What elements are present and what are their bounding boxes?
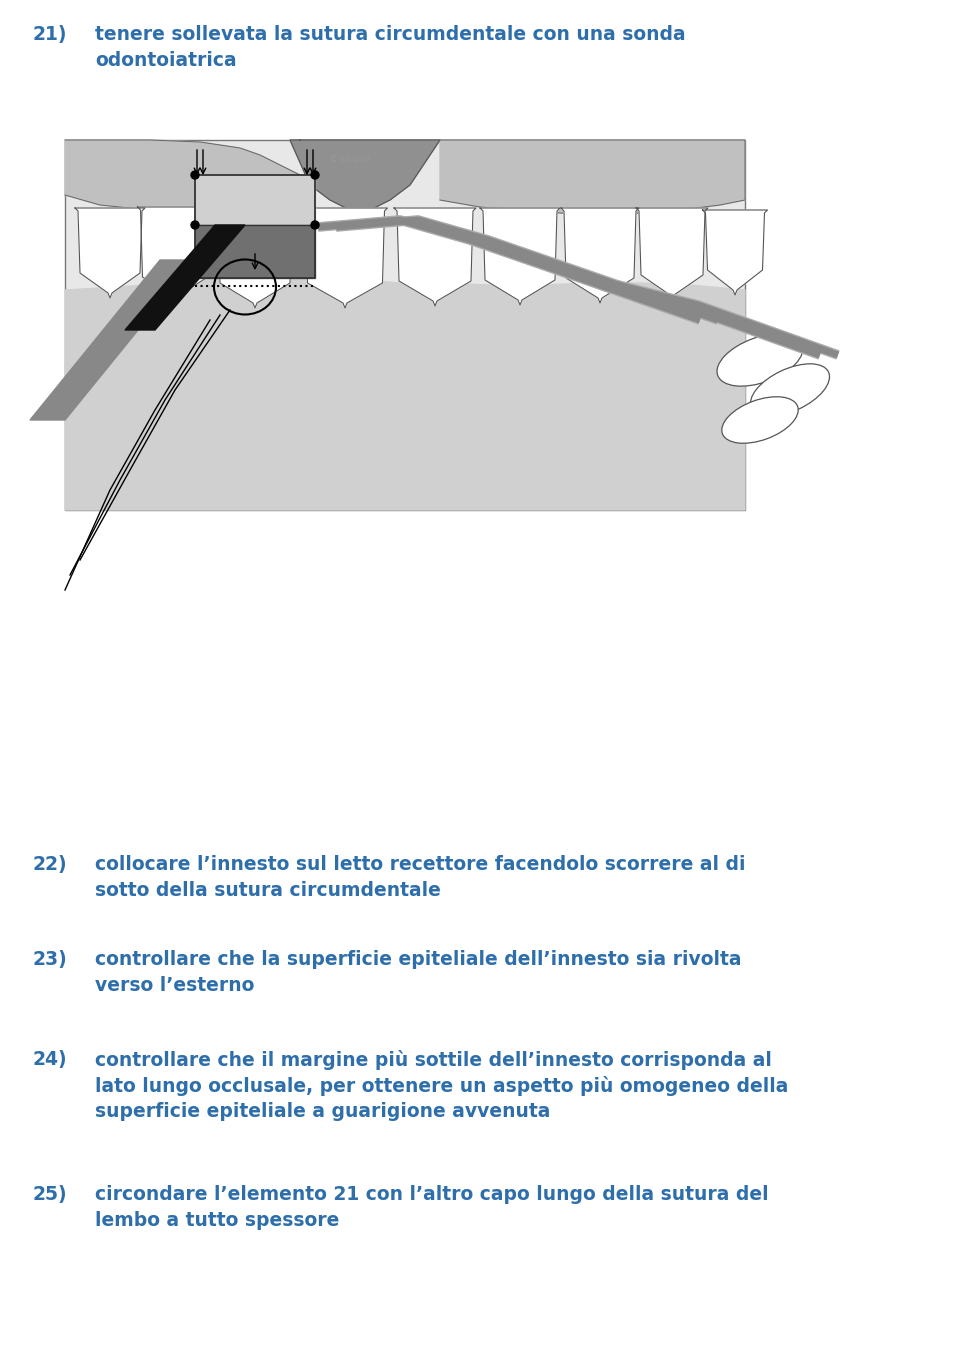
Text: 24): 24) (32, 1051, 66, 1070)
Text: 21): 21) (32, 24, 66, 43)
Ellipse shape (722, 397, 798, 443)
Circle shape (311, 222, 319, 230)
Bar (65, 140, 745, 510)
Text: 25): 25) (32, 1185, 66, 1204)
Polygon shape (440, 140, 745, 215)
Text: controllare che la superficie epiteliale dell’innesto sia rivolta: controllare che la superficie epiteliale… (95, 950, 741, 969)
Text: tenere sollevata la sutura circumdentale con una sonda: tenere sollevata la sutura circumdentale… (95, 24, 685, 43)
Polygon shape (75, 208, 145, 298)
Polygon shape (30, 260, 195, 420)
Polygon shape (195, 226, 315, 279)
Text: collocare l’innesto sul letto recettore facendolo scorrere al di: collocare l’innesto sul letto recettore … (95, 855, 746, 874)
Circle shape (191, 222, 199, 230)
Text: odontoiatrica: odontoiatrica (95, 52, 236, 71)
Text: verso l’esterno: verso l’esterno (95, 976, 254, 995)
Polygon shape (65, 279, 745, 510)
Circle shape (191, 171, 199, 179)
Circle shape (311, 171, 319, 179)
Text: lembo a tutto spessore: lembo a tutto spessore (95, 1211, 340, 1230)
Polygon shape (137, 207, 212, 302)
Polygon shape (65, 140, 300, 211)
Text: lato lungo occlusale, per ottenere un aspetto più omogeneo della: lato lungo occlusale, per ottenere un as… (95, 1076, 788, 1095)
Text: 22): 22) (32, 855, 66, 874)
Ellipse shape (717, 334, 803, 386)
Polygon shape (215, 208, 295, 308)
Polygon shape (195, 175, 315, 226)
Polygon shape (290, 140, 440, 215)
Polygon shape (125, 226, 245, 330)
Polygon shape (561, 208, 639, 303)
Polygon shape (636, 208, 708, 300)
Text: controllare che il margine più sottile dell’innesto corrisponda al: controllare che il margine più sottile d… (95, 1051, 772, 1070)
Text: 23): 23) (32, 950, 67, 969)
Text: sotto della sutura circumdentale: sotto della sutura circumdentale (95, 881, 441, 900)
Text: superficie epiteliale a guarigione avvenuta: superficie epiteliale a guarigione avven… (95, 1102, 550, 1121)
Text: circondare l’elemento 21 con l’altro capo lungo della sutura del: circondare l’elemento 21 con l’altro cap… (95, 1185, 769, 1204)
Ellipse shape (751, 364, 829, 416)
Text: © odop srl: © odop srl (330, 155, 371, 164)
Polygon shape (480, 208, 560, 304)
Polygon shape (394, 208, 476, 306)
Polygon shape (703, 211, 767, 295)
Polygon shape (302, 208, 388, 308)
